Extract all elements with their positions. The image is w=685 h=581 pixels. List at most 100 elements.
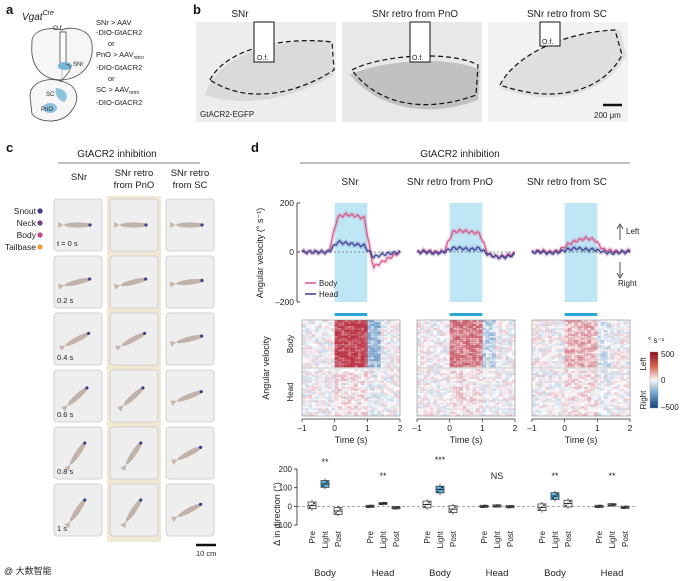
fish-frame <box>165 255 215 309</box>
light-window <box>334 203 368 302</box>
significance-label: ** <box>379 471 387 481</box>
fish-grid: t = 0 s 0.2 s 0.4 s 0.6 s 0.8 s 1 s <box>53 198 215 537</box>
heat-x-tick: –1 <box>297 423 307 433</box>
heat-x-tick: 2 <box>398 423 403 433</box>
fish-frame <box>165 369 215 423</box>
fish-frame <box>53 198 103 252</box>
d-col-2: SNr retro from PnO <box>407 177 493 188</box>
box-group-label: Head <box>372 568 395 579</box>
heat-x-tick: 1 <box>595 423 600 433</box>
box-condition-label: Post <box>564 530 573 547</box>
trace-panel <box>416 203 516 316</box>
histology-image-1: O.f. GtACR2-EGFP <box>196 21 336 122</box>
significance-label: ** <box>321 457 329 467</box>
heat-x-tick: –1 <box>412 423 422 433</box>
box-y-axis: 200 100 0 –100 <box>274 465 635 530</box>
time-label: t = 0 s <box>57 239 78 248</box>
heat-x-axes: –1 0 1 2 Time (s) –1 0 1 2 Time (s) –1 0 1 2 Time (s) <box>297 418 633 445</box>
legend-neck: Neck <box>17 218 37 228</box>
fish-body <box>69 441 87 465</box>
heat-x-tick: 2 <box>513 423 518 433</box>
box-condition-label: Light <box>321 530 330 548</box>
significance-label: NS <box>491 471 504 481</box>
snr-injection-site <box>58 62 72 70</box>
heatmap-panel <box>301 319 401 417</box>
fish-body <box>176 334 204 344</box>
left-label: Left <box>626 227 640 236</box>
box-condition-label: Pre <box>308 530 317 543</box>
b-title-1: SNr <box>231 9 249 20</box>
box-condition-label: Light <box>379 530 388 548</box>
trace-panel <box>530 203 632 316</box>
d-ylabel: Angular velocity (° s⁻¹) <box>255 208 265 298</box>
box-group: Pre Light Post ** Body <box>537 471 573 579</box>
light-window <box>564 203 598 302</box>
fish-frame <box>53 312 103 366</box>
heat-x-tick: 1 <box>365 423 370 433</box>
light-window <box>449 203 483 302</box>
heat-x-axis: –1 0 1 2 Time (s) <box>297 418 403 445</box>
c-col-2-l1: SNr retro <box>115 168 154 179</box>
heatmap-panel <box>531 319 631 417</box>
injection-3-line2: -DIO-GtACR2 <box>96 98 142 107</box>
heat-row-body: Body <box>286 335 295 353</box>
injection-3-line1: SC > AAV <box>96 85 129 94</box>
heat-x-label: Time (s) <box>335 435 368 445</box>
box-y-tick: 100 <box>279 484 293 493</box>
box-condition-label: Post <box>449 530 458 547</box>
watermark: @ 大数智能 <box>4 565 52 576</box>
histology-image-3: O.f. 200 μm <box>488 21 628 122</box>
fish-frame <box>109 369 159 423</box>
light-bar <box>564 313 598 316</box>
b1-of-label: O.f. <box>257 55 268 62</box>
histology-image-2: O.f. <box>342 21 482 122</box>
fish-frame <box>165 426 215 480</box>
legend-tailbase: Tailbase <box>5 242 36 252</box>
d-ytick-m200: –200 <box>275 297 294 307</box>
heat-x-tick: 0 <box>447 423 452 433</box>
fish-body <box>177 503 203 517</box>
injection-3-sub: retro <box>129 90 140 96</box>
c-col-1: SNr <box>71 172 87 183</box>
sc-injection-site <box>55 88 67 102</box>
box-group: Pre Light Post ** Head <box>594 471 630 579</box>
box-ylabel: Δ in direction (°) <box>272 482 282 546</box>
significance-label: ** <box>608 471 616 481</box>
fish-body <box>67 386 89 406</box>
d-header: GtACR2 inhibition <box>420 149 499 160</box>
fish-body <box>176 222 204 228</box>
box-condition-label: Light <box>436 530 445 548</box>
fish-frame <box>165 198 215 252</box>
c-col-2-l2: from PnO <box>114 180 155 191</box>
d-ytick-0: 0 <box>289 247 294 257</box>
box-group-label: Head <box>601 568 624 579</box>
trace-legend: Body Head <box>305 279 338 299</box>
box-condition-label: Light <box>493 530 502 548</box>
pno-injection-site <box>43 103 57 113</box>
fish-body <box>176 390 204 402</box>
or-2: or <box>108 74 115 83</box>
injection-2-line2: -DIO-GtACR2 <box>96 63 142 72</box>
sc-label-a: SC <box>46 92 55 98</box>
time-label: 0.8 s <box>57 467 74 476</box>
c-scale-label: 10 cm <box>196 549 216 558</box>
light-bar <box>449 313 483 316</box>
stain-label: GtACR2-EGFP <box>200 110 254 119</box>
box-condition-label: Light <box>608 530 617 548</box>
heat-x-tick: –1 <box>527 423 537 433</box>
heat-colorbar: ° s⁻¹ 500 0 –500 Left Right <box>639 336 679 412</box>
svg-text:SC > AAVretro: SC > AAVretro <box>96 85 140 96</box>
box-group: Pre Light Post NS Head <box>479 471 515 579</box>
c-col-3-l1: SNr retro <box>171 168 210 179</box>
box-condition-label: Post <box>334 530 343 547</box>
time-label: 0.2 s <box>57 296 74 305</box>
cbar-unit: ° s⁻¹ <box>648 336 665 345</box>
fish-frame <box>165 483 215 537</box>
svg-text:PnO > AAVretro: PnO > AAVretro <box>96 50 144 61</box>
c-header: GtACR2 inhibition <box>77 149 156 160</box>
head-trace <box>531 246 631 256</box>
injection-1-line1: SNr > AAV <box>96 18 132 27</box>
panel-label-b: b <box>193 2 201 17</box>
fish-body <box>69 498 87 522</box>
